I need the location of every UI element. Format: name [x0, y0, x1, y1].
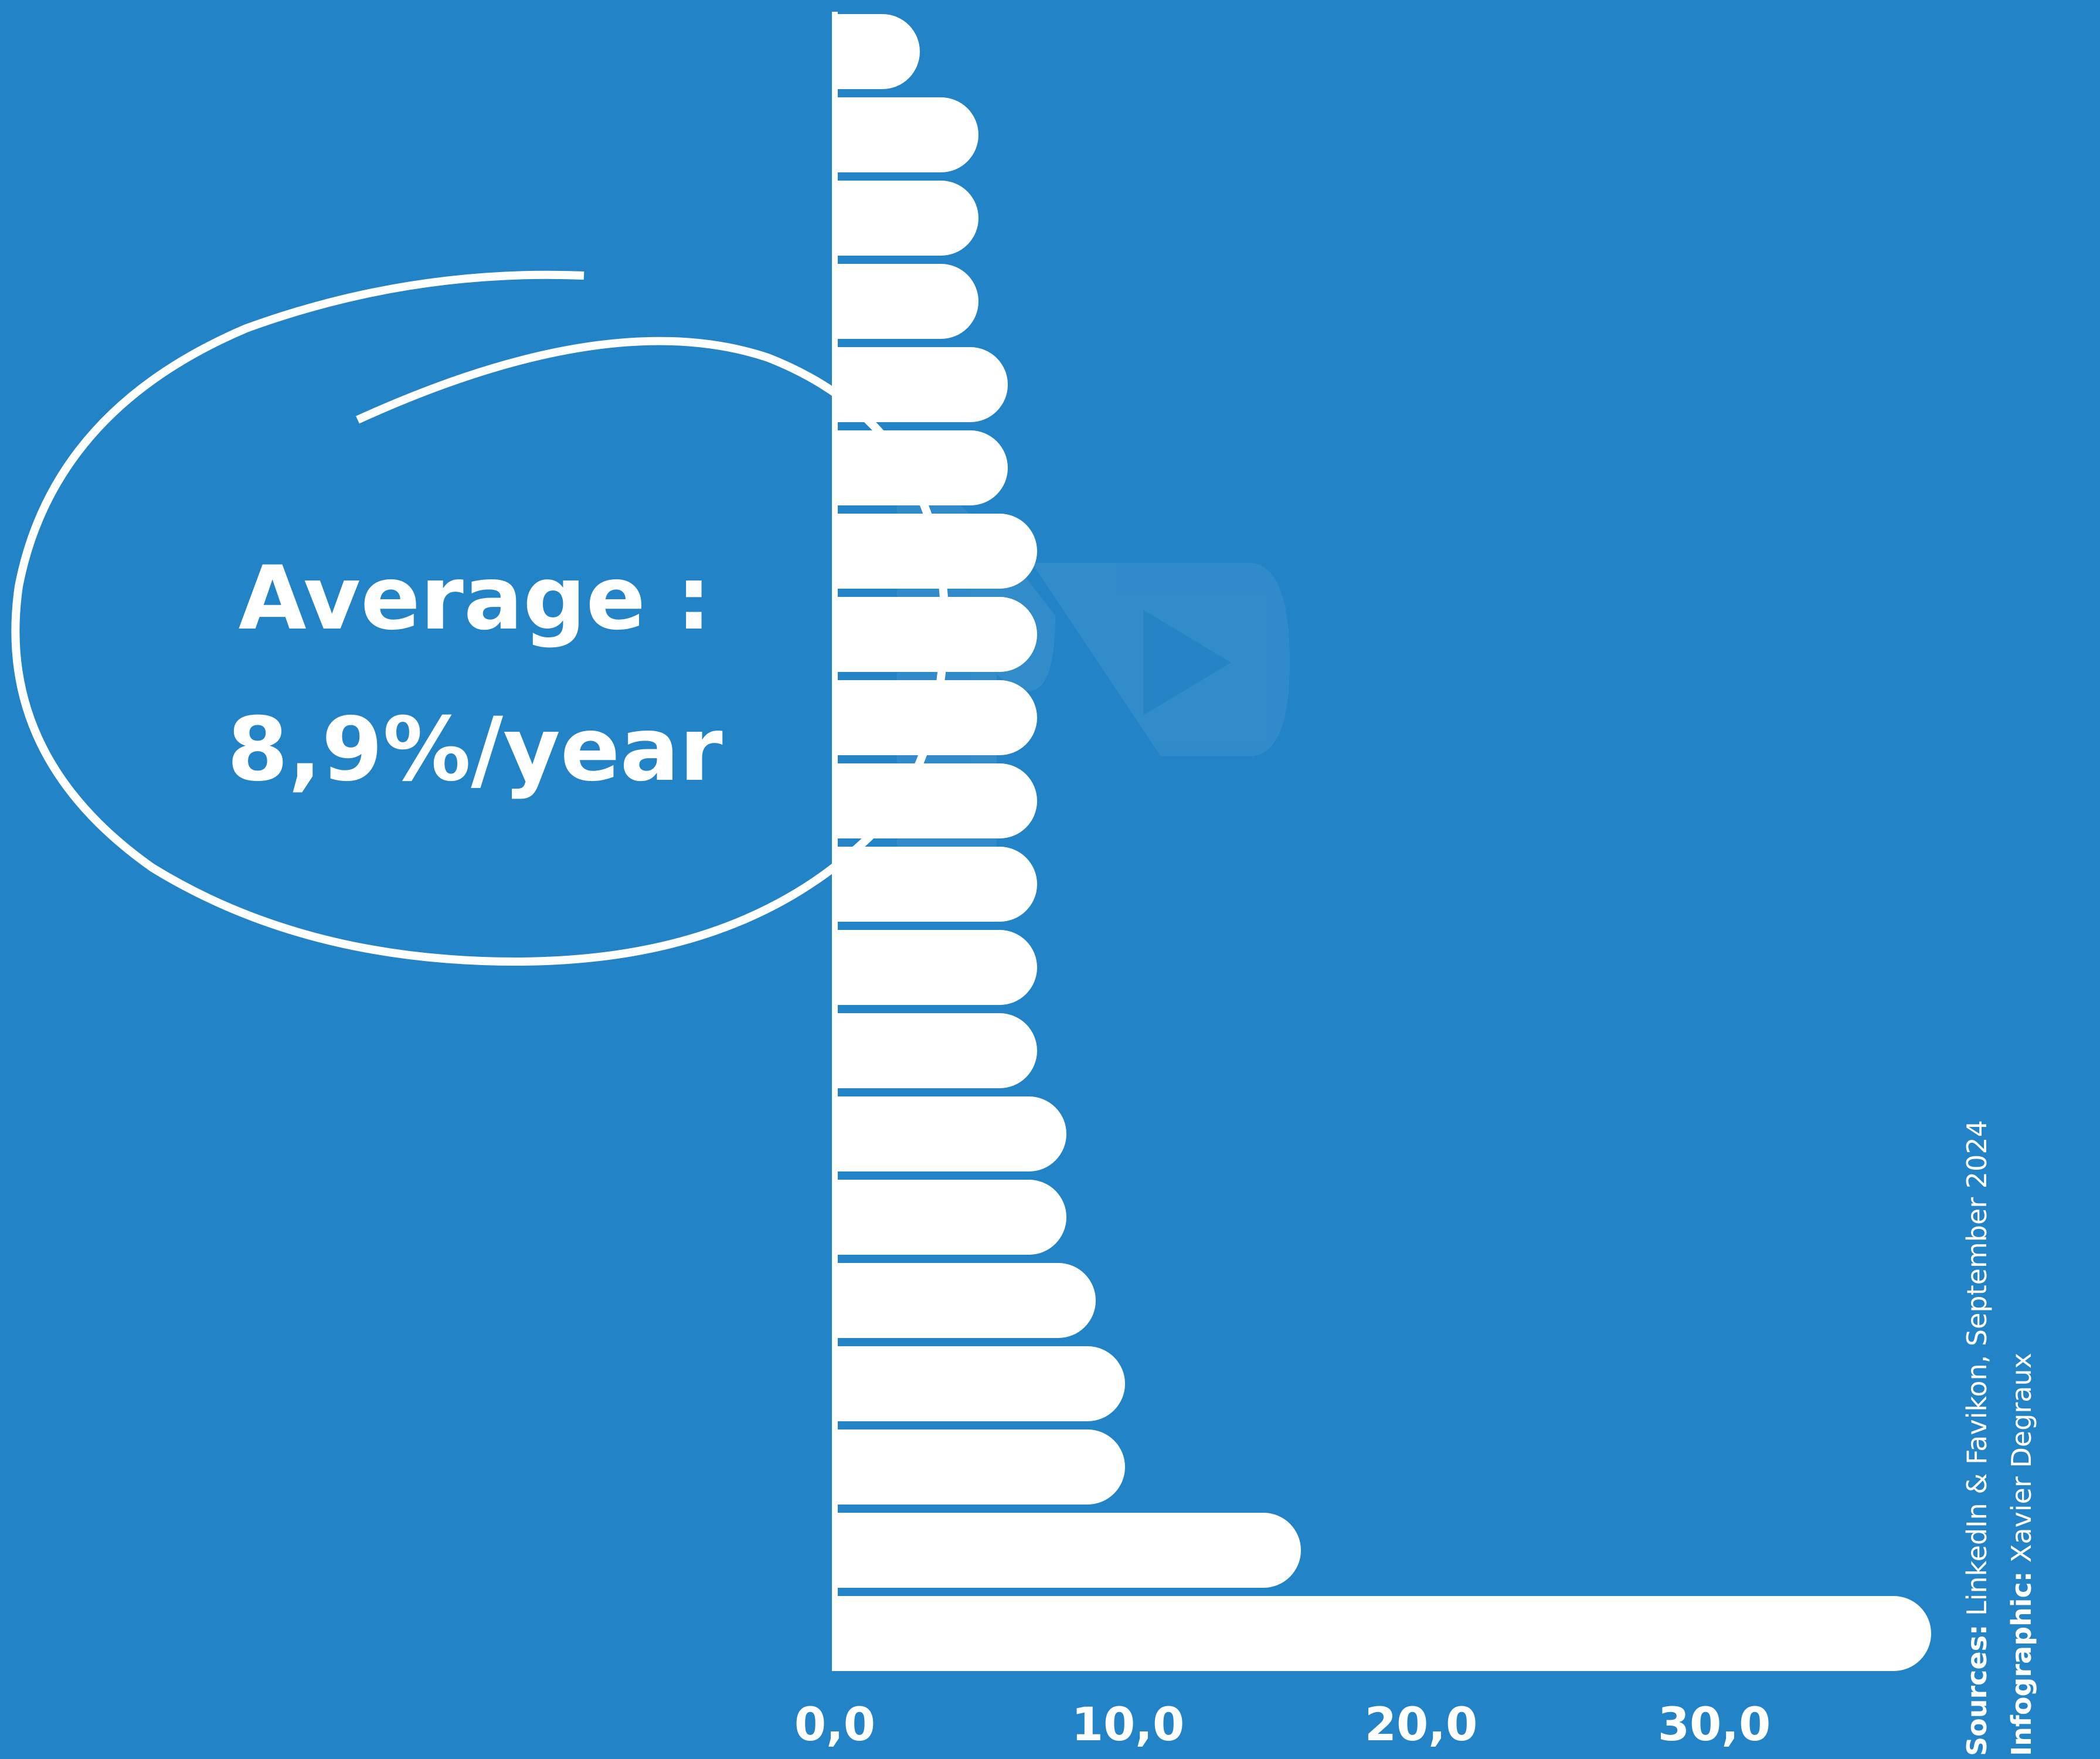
bar-15	[835, 1180, 1066, 1255]
x-tick-label: 0,0	[794, 1699, 875, 1751]
ellipse-annotation-icon	[11, 270, 949, 966]
credits: Sources: LinkedIn & Favikon, September 2…	[1961, 1120, 2037, 1756]
bar-19	[835, 1513, 1301, 1588]
bar-16	[835, 1263, 1096, 1338]
bar-11	[835, 847, 1037, 922]
bar-5	[835, 347, 1008, 422]
bar-13	[835, 1013, 1037, 1088]
bar-4	[835, 264, 978, 339]
sources-line: Sources: LinkedIn & Favikon, September 2…	[1961, 1120, 1993, 1756]
x-tick-label: 10,0	[1072, 1699, 1184, 1751]
bar-18	[835, 1429, 1125, 1505]
x-tick-label: 30,0	[1658, 1699, 1771, 1751]
x-tick-labels: 0,0 10,0 20,0 30,0	[794, 1699, 1771, 1751]
average-label: Average :	[239, 548, 712, 650]
bar-8	[835, 597, 1037, 672]
bar-14	[835, 1096, 1066, 1171]
bar-17	[835, 1346, 1125, 1421]
average-value: 8,9%/year	[227, 699, 723, 801]
bars-group	[835, 14, 1931, 1671]
bar-20	[835, 1596, 1931, 1671]
bar-12	[835, 930, 1037, 1005]
bar-6	[835, 430, 1008, 505]
infographic-line: Infographic: Xavier Degraux	[2006, 1353, 2037, 1756]
bar-1	[835, 14, 920, 89]
bar-3	[835, 181, 978, 256]
bar-10	[835, 763, 1037, 838]
bar-2	[835, 97, 978, 172]
x-tick-label: 20,0	[1365, 1699, 1477, 1751]
